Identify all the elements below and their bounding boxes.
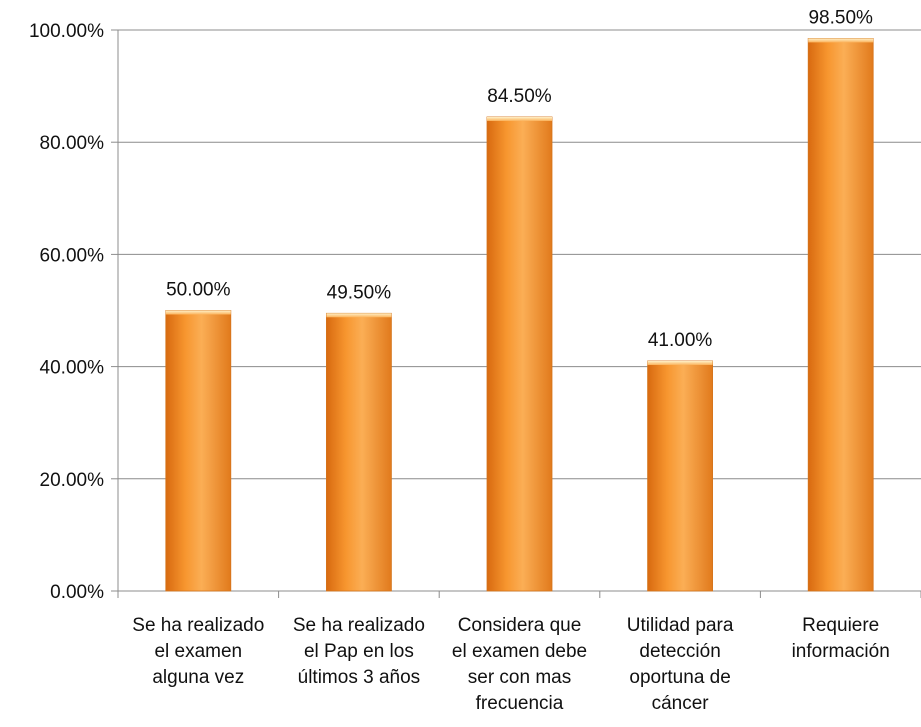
bar-top-highlight <box>647 360 713 365</box>
category-label: el Pap en los <box>304 641 414 662</box>
category-label: Utilidad para <box>627 615 734 636</box>
bars <box>165 38 874 592</box>
bar-top-highlight <box>165 310 231 315</box>
bar <box>807 38 874 592</box>
category-label: frecuencia <box>476 693 564 714</box>
labels: 0.00% 20.00% 40.00% 60.00% 80.00% 100.00% 50.0… <box>29 7 890 714</box>
y-tick-label: 60.00% <box>40 245 105 266</box>
y-tick-label: 40.00% <box>40 358 105 379</box>
data-label: 84.50% <box>487 86 552 107</box>
bar-top-highlight <box>326 313 392 318</box>
y-tick-label: 80.00% <box>40 133 105 154</box>
category-label: Se ha realizado <box>293 615 425 636</box>
category-label: información <box>792 641 890 662</box>
category-label: alguna vez <box>152 667 244 688</box>
y-tick-label: 100.00% <box>29 21 104 42</box>
category-label: oportuna de <box>629 667 730 688</box>
bar <box>647 360 713 592</box>
data-label: 98.50% <box>808 7 873 28</box>
category-label: el examen debe <box>452 641 587 662</box>
y-tick-label: 20.00% <box>40 470 105 491</box>
bar <box>486 116 553 592</box>
category-label: Se ha realizado <box>132 615 264 636</box>
bar <box>325 312 392 592</box>
category-label: detección <box>639 641 720 662</box>
category-label: ser con mas <box>468 667 571 688</box>
data-label: 41.00% <box>648 330 713 351</box>
y-tick-label: 0.00% <box>50 582 104 603</box>
category-label: cáncer <box>652 693 710 714</box>
bar-top-highlight <box>808 38 874 43</box>
bar <box>165 310 232 592</box>
category-label: Considera que <box>458 615 582 636</box>
data-label: 50.00% <box>166 280 231 301</box>
category-label: Requiere <box>802 615 879 636</box>
data-label: 49.50% <box>327 282 392 303</box>
bar-top-highlight <box>487 116 552 121</box>
category-label: el examen <box>154 641 242 662</box>
category-label: últimos 3 años <box>298 667 421 688</box>
